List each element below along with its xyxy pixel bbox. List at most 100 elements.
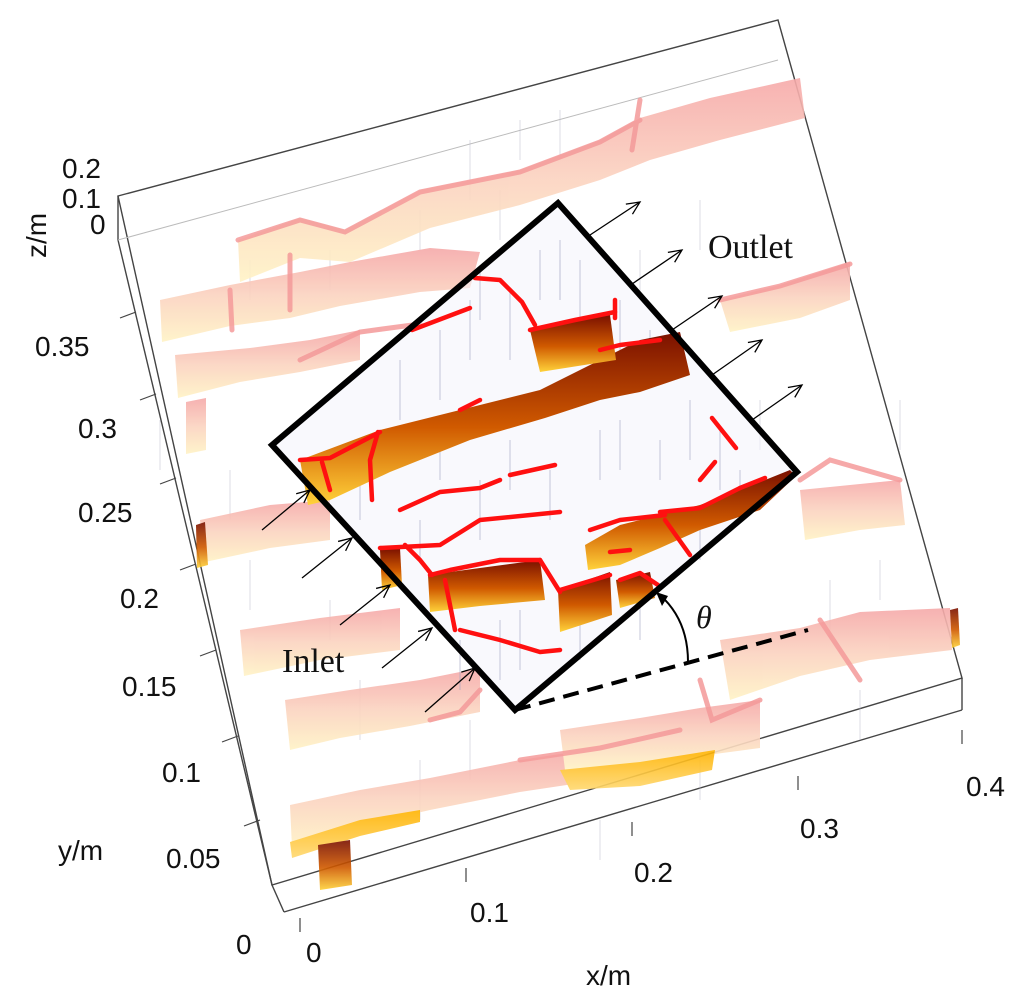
highlight-region <box>267 198 802 715</box>
faded-trace <box>629 97 643 153</box>
faded-trace <box>427 687 483 723</box>
outlet-arrow-head <box>625 201 642 215</box>
faded-band <box>200 500 330 562</box>
trace <box>457 397 483 413</box>
trace <box>397 477 503 513</box>
dark-edge-block <box>318 840 352 890</box>
y-tick: 0.05 <box>166 843 221 874</box>
reference-dashed-line <box>514 628 809 712</box>
tick-mark <box>221 735 239 743</box>
tick-mark <box>139 393 157 401</box>
outlet-arrow-head <box>707 295 724 309</box>
y-ticks: 0.35 0.3 0.25 0.2 0.15 0.1 0.05 0 <box>35 331 252 960</box>
trace <box>377 509 563 551</box>
trace <box>657 485 743 515</box>
outlet-arrow-head <box>667 249 684 263</box>
inlet-arrow <box>381 627 433 669</box>
y-tick: 0.35 <box>35 331 90 362</box>
theta-label: θ <box>696 599 712 635</box>
z-tick: 0.1 <box>62 183 101 214</box>
inlet-arrow-head <box>375 584 392 599</box>
trace <box>319 459 333 493</box>
faded-band <box>800 480 905 540</box>
orange-seam <box>560 750 715 790</box>
inlet-arrow <box>424 667 476 713</box>
trace <box>409 305 473 333</box>
y-tick: 0 <box>236 929 252 960</box>
outlet-arrows <box>589 201 804 421</box>
trace <box>427 557 543 578</box>
box-edge-bottom <box>283 709 963 913</box>
z-axis-label: z/m <box>21 213 52 258</box>
inlet-label: Inlet <box>282 643 345 680</box>
inlet-arrow <box>261 489 311 531</box>
inlet-arrow-head <box>461 666 477 682</box>
faded-fracture-bands <box>160 78 960 890</box>
faded-band <box>720 262 850 332</box>
z-ticks: 0.2 0.1 0 <box>62 153 106 240</box>
faded-trace <box>297 321 423 363</box>
x-tick: 0.3 <box>800 813 839 844</box>
inlet-arrow-head <box>337 537 354 552</box>
dark-band <box>428 560 545 612</box>
faded-band <box>720 608 952 700</box>
faded-band <box>240 608 400 676</box>
trace <box>472 275 538 328</box>
faded-band <box>175 330 360 398</box>
trace <box>557 572 613 593</box>
faded-trace <box>235 117 643 243</box>
faded-trace <box>227 287 235 333</box>
dark-edge-block <box>950 608 960 648</box>
faded-band <box>160 248 480 342</box>
z-tick: 0 <box>90 209 106 240</box>
trace <box>662 517 693 558</box>
domain-box <box>117 19 963 913</box>
fracture-traces <box>297 275 768 655</box>
trace <box>617 570 661 588</box>
inlet-arrow <box>339 584 391 626</box>
inlet-arrow-head <box>296 489 312 504</box>
trace <box>297 429 383 463</box>
trace <box>507 462 558 478</box>
trace <box>442 577 458 633</box>
trace <box>402 542 435 578</box>
inlet-arrow-head <box>417 627 434 642</box>
trace <box>527 309 618 333</box>
dark-band <box>585 470 796 570</box>
z-tick: 0.2 <box>62 153 101 184</box>
y-tick: 0.25 <box>78 497 133 528</box>
dark-band <box>300 332 690 505</box>
trace <box>367 429 381 503</box>
faded-band <box>186 398 206 454</box>
dark-edge-block <box>196 522 208 568</box>
dark-band <box>530 315 616 372</box>
y-tick: 0.3 <box>78 413 117 444</box>
region-frame <box>267 198 802 715</box>
angle-arc <box>659 594 689 663</box>
inlet-arrows <box>261 489 477 713</box>
faded-trace <box>817 617 863 683</box>
outlet-arrow <box>671 295 723 331</box>
tick-mark <box>243 819 261 827</box>
outlet-arrow <box>589 201 641 236</box>
faded-band <box>238 78 805 282</box>
faded-trace <box>517 727 683 763</box>
outlet-arrow <box>631 249 683 285</box>
tick-mark <box>199 649 217 657</box>
faded-trace <box>797 457 903 483</box>
outlet-arrow <box>751 384 803 421</box>
faded-trace <box>717 261 853 303</box>
outlet-arrow <box>711 339 763 376</box>
tick-marks <box>119 311 963 932</box>
faded-trace <box>697 677 763 724</box>
inlet-arrow <box>301 537 353 579</box>
y-tick: 0.15 <box>122 671 177 702</box>
trace <box>697 459 718 483</box>
trace <box>597 337 663 353</box>
trace <box>709 415 739 451</box>
outlet-arrow-head <box>747 339 764 353</box>
y-tick: 0.2 <box>120 583 159 614</box>
box-edge-axis-z <box>117 239 273 886</box>
trace <box>737 475 768 491</box>
